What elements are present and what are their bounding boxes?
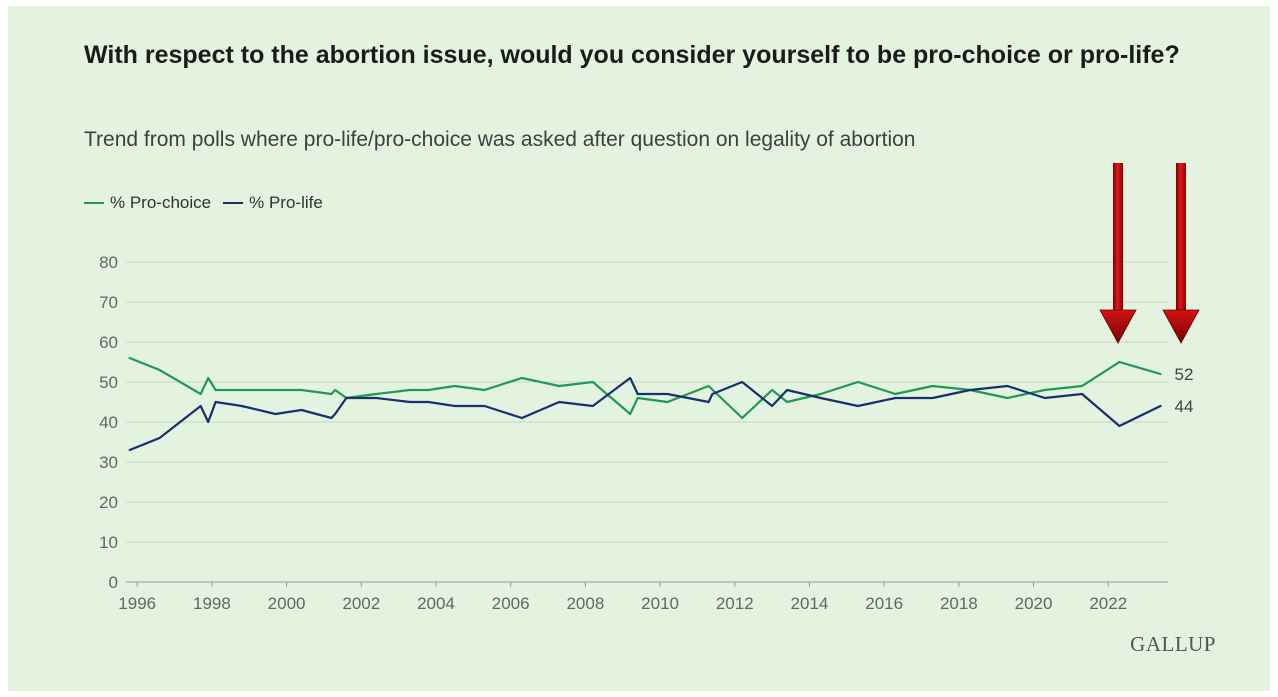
- y-tick-label: 60: [99, 333, 118, 352]
- x-tick-label: 1998: [193, 594, 231, 613]
- x-tick-label: 2006: [492, 594, 530, 613]
- legend-label-pro-choice: % Pro-choice: [110, 193, 212, 212]
- legend-item-pro-life: % Pro-life: [223, 193, 323, 213]
- arrow-shaft: [1113, 163, 1123, 313]
- x-tick-label: 2010: [641, 594, 679, 613]
- x-tick-label: 2000: [268, 594, 306, 613]
- chart-panel: [8, 6, 1270, 691]
- y-tick-label: 30: [99, 453, 118, 472]
- y-tick-label: 50: [99, 373, 118, 392]
- legend-label-pro-life: % Pro-life: [249, 193, 323, 212]
- x-tick-label: 2018: [940, 594, 978, 613]
- y-tick-label: 80: [99, 253, 118, 272]
- y-tick-label: 0: [109, 573, 118, 592]
- x-tick-label: 2004: [417, 594, 455, 613]
- y-tick-label: 20: [99, 493, 118, 512]
- y-tick-label: 40: [99, 413, 118, 432]
- x-tick-label: 2012: [716, 594, 754, 613]
- x-tick-label: 2008: [566, 594, 604, 613]
- arrow-head: [1162, 309, 1200, 344]
- x-tick-label: 2022: [1089, 594, 1127, 613]
- x-tick-label: 2014: [791, 594, 829, 613]
- arrow-head: [1099, 309, 1137, 344]
- legend-swatch-pro-choice: [84, 202, 104, 204]
- end-label-pro-choice: 52: [1175, 365, 1194, 384]
- y-tick-label: 70: [99, 293, 118, 312]
- series-line-pro-choice: [128, 356, 1162, 420]
- x-tick-label: 1996: [118, 594, 156, 613]
- legend-item-pro-choice: % Pro-choice: [84, 193, 211, 213]
- y-tick-label: 10: [99, 533, 118, 552]
- x-tick-label: 2016: [865, 594, 903, 613]
- red-arrow-annotation: [1162, 163, 1200, 344]
- chart-legend: % Pro-choice % Pro-life: [84, 193, 335, 213]
- x-tick-label: 2002: [342, 594, 380, 613]
- chart-title: With respect to the abortion issue, woul…: [84, 41, 1180, 69]
- legend-swatch-pro-life: [223, 202, 244, 204]
- arrow-shaft: [1176, 163, 1186, 313]
- gallup-logo: GALLUP: [1130, 632, 1216, 656]
- chart-subtitle: Trend from polls where pro-life/pro-choi…: [84, 128, 916, 151]
- x-tick-label: 2020: [1015, 594, 1053, 613]
- red-arrow-annotation: [1099, 163, 1137, 344]
- series-line-pro-life: [128, 376, 1162, 452]
- end-label-pro-life: 44: [1175, 397, 1194, 416]
